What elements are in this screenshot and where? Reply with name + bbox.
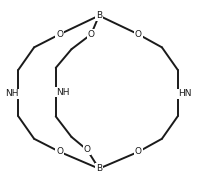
Text: O: O (56, 147, 63, 156)
Text: O: O (56, 30, 63, 39)
Text: HN: HN (178, 89, 191, 99)
Text: NH: NH (56, 88, 69, 97)
Text: B: B (96, 164, 102, 173)
Text: O: O (84, 146, 91, 155)
Text: O: O (135, 30, 142, 39)
Text: NH: NH (5, 89, 18, 99)
Text: O: O (88, 30, 95, 39)
Text: B: B (96, 11, 102, 20)
Text: O: O (135, 147, 142, 156)
